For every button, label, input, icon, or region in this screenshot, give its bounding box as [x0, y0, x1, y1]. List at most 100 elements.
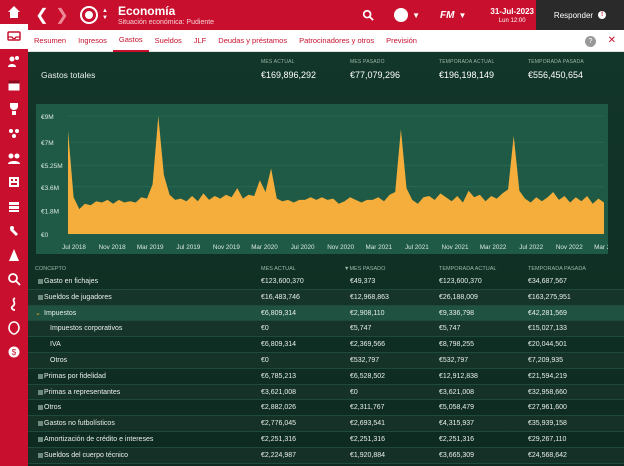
table-subrow[interactable]: Impuestos corporativos €0 €5,747 €5,747 €15,…	[28, 321, 624, 338]
row-value: €0	[350, 388, 358, 396]
scout-icon[interactable]	[0, 243, 28, 267]
row-value: €6,809,314	[261, 341, 297, 349]
help-icon[interactable]: ?	[585, 36, 596, 47]
tactics-icon[interactable]	[0, 146, 28, 170]
row-value: €123,600,370	[261, 278, 304, 285]
row-label: Primas a representantes	[44, 388, 121, 396]
home-icon[interactable]	[0, 0, 28, 24]
table-subrow[interactable]: IVA €6,809,314 €2,369,566 €8,798,255 €20,044…	[28, 337, 624, 353]
row-value: €49,373	[350, 278, 376, 285]
tab-resumen[interactable]: Resumen	[34, 36, 67, 45]
row-value: €9,336,798	[439, 309, 475, 317]
row-value: €24,568,642	[528, 451, 567, 459]
y-tick-label: €1.8M	[41, 208, 59, 215]
row-value: €34,687,567	[528, 278, 567, 285]
title-text: Economía	[117, 4, 176, 18]
globe-icon[interactable]	[394, 8, 409, 22]
x-tick-label: Jul 2018	[62, 244, 86, 251]
search-icon[interactable]	[0, 267, 28, 291]
search-icon[interactable]	[362, 9, 374, 21]
header-mes-pasado[interactable]: ▼MES PASADO	[344, 266, 386, 272]
tab-gastos[interactable]: Gastos	[112, 30, 149, 52]
row-label: Otros	[50, 356, 68, 364]
summary-col-value: €196,198,149	[439, 70, 495, 80]
close-icon[interactable]: ✕	[607, 35, 616, 46]
table-row[interactable]: Amortización de crédito e intereses €2,25…	[28, 432, 624, 448]
row-value: €5,747	[439, 325, 461, 333]
finance-coin-icon[interactable]: $	[0, 340, 28, 364]
respond-label: Responder	[553, 10, 594, 20]
staff-icon[interactable]	[0, 121, 28, 145]
header-temporada-pasada[interactable]: TEMPORADA PASADA	[528, 266, 586, 272]
row-value: €12,968,863	[350, 293, 389, 301]
chevron-down-icon[interactable]: ▼	[412, 10, 421, 20]
table-row[interactable]: Primas a representantes €3,621,008 €0 €3,62…	[28, 385, 624, 401]
expand-chevron-icon[interactable]: ⌄	[35, 309, 41, 317]
schedule-icon[interactable]	[0, 73, 28, 97]
transfer-icon[interactable]	[0, 292, 28, 316]
y-tick-label: €0	[41, 232, 49, 239]
inbox-icon[interactable]	[0, 24, 28, 49]
chevron-down-icon[interactable]: ▼	[458, 10, 467, 20]
subtitle-text: Situación económica: Pudiente	[117, 19, 215, 26]
table-row[interactable]: Sueldos de jugadores €16,483,746 €12,968,8…	[28, 290, 624, 306]
summary-col-header: MES PASADO	[350, 59, 385, 65]
summary-col: MES ACTUAL €169,896,292	[261, 59, 316, 80]
summary-panel: Gastos totales MES ACTUAL €169,896,292 M…	[28, 52, 624, 94]
table-subrow[interactable]: Otros €0 €532,797 €532,797 €7,209,935	[28, 353, 624, 369]
back-arrow-icon[interactable]: ❮	[35, 7, 49, 24]
row-value: €2,224,987	[261, 451, 297, 459]
competitions-icon[interactable]	[0, 219, 28, 243]
row-marker-icon	[38, 436, 43, 442]
header-temporada-actual[interactable]: TEMPORADA ACTUAL	[439, 266, 497, 272]
expenses-table: Gasto en fichajes €123,600,370 €49,373 €123…	[28, 274, 624, 464]
tab-prevision[interactable]: Previsión	[386, 36, 417, 45]
club-icon[interactable]	[0, 97, 28, 121]
summary-col-header: TEMPORADA PASADA	[528, 59, 584, 65]
expenses-area[interactable]	[68, 116, 604, 234]
table-row[interactable]: Gasto en fichajes €123,600,370 €49,373 €123…	[28, 274, 624, 290]
table-row[interactable]: Otros €2,882,026 €2,311,767 €5,058,479 €27,9…	[28, 400, 624, 417]
record-icon[interactable]	[80, 6, 98, 24]
row-value: €16,483,746	[261, 293, 300, 301]
table-row[interactable]: Gastos no futbolísticos €2,776,045 €2,693,…	[28, 416, 624, 432]
tab-jlf[interactable]: JLF	[193, 36, 207, 45]
y-tick-label: €7M	[41, 140, 54, 147]
scouting-icon[interactable]	[0, 316, 28, 340]
squad-icon[interactable]	[0, 49, 28, 73]
row-value: €2,251,316	[350, 435, 386, 443]
header-mes-actual[interactable]: MES ACTUAL	[261, 266, 296, 272]
row-value: €6,809,314	[261, 309, 297, 317]
table-row[interactable]: Sueldos del cuerpo técnico €2,224,987 €1,9…	[28, 448, 624, 464]
training-icon[interactable]	[0, 194, 28, 218]
finance-icon[interactable]	[0, 170, 28, 194]
row-value: €29,267,110	[528, 435, 567, 443]
tab-ingresos[interactable]: Ingresos	[78, 36, 107, 45]
row-label: Otros	[44, 404, 62, 412]
row-label: Primas por fidelidad	[44, 372, 106, 380]
x-tick-label: Mar 2022	[480, 244, 507, 251]
row-label: Gasto en fichajes	[44, 278, 99, 285]
header-concepto[interactable]: CONCEPTO	[35, 266, 67, 272]
summary-col: TEMPORADA ACTUAL €196,198,149	[439, 59, 494, 80]
row-marker-icon	[38, 279, 43, 284]
tab-sueldos[interactable]: Sueldos	[154, 36, 182, 45]
row-marker-icon	[38, 389, 43, 395]
updown-icon[interactable]: ▲ ▼	[102, 8, 108, 21]
x-tick-label: Nov 2022	[556, 244, 583, 251]
fm-logo[interactable]: FM	[440, 9, 455, 21]
forward-arrow-icon[interactable]: ❯	[55, 7, 69, 24]
row-value: €6,785,213	[261, 372, 297, 380]
row-label: Sueldos de jugadores	[44, 293, 112, 301]
table-row[interactable]: Primas por fidelidad €6,785,213 €6,528,502…	[28, 369, 624, 385]
date-display[interactable]: 31-Jul-2023 Lun 12:00	[490, 7, 534, 24]
row-value: €2,369,566	[350, 341, 386, 349]
tab-patrocinadores[interactable]: Patrocinadores y otros	[299, 36, 375, 45]
table-row[interactable]: ⌄ Impuestos €6,809,314 €2,908,110 €9,336,798…	[28, 305, 624, 322]
row-value: €163,275,951	[528, 293, 571, 301]
tab-deudas[interactable]: Deudas y préstamos	[218, 36, 288, 45]
respond-button[interactable]: Responder !	[536, 0, 624, 30]
row-value: €3,621,008	[439, 388, 475, 396]
expenses-chart[interactable]: €9M €7M €5.25M €3.6M €1.8M €0 Jul 2018 Nov 2018…	[36, 104, 608, 254]
svg-text:$: $	[12, 348, 17, 357]
